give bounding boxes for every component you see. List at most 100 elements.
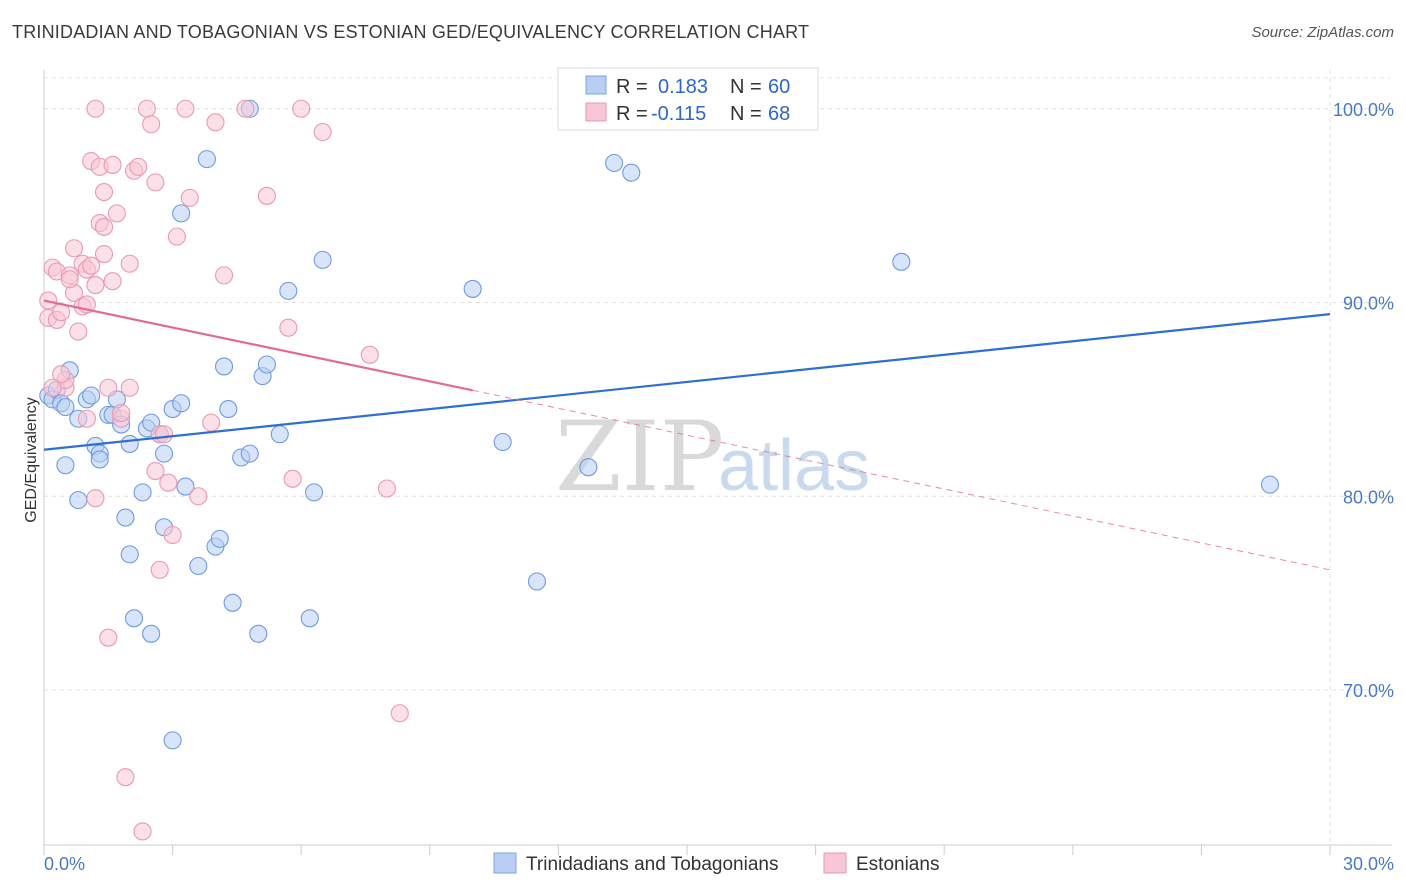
- y-tick-label: 100.0%: [1333, 100, 1394, 120]
- point-estonians: [99, 628, 118, 647]
- point-estonians: [360, 345, 379, 364]
- stats-legend: R = 0.183 N = 60 R = -0.115 N = 68: [557, 67, 819, 131]
- point-trinidadians: [300, 609, 319, 628]
- point-trinidadians: [240, 444, 259, 463]
- legend-n-label-2: N =: [730, 103, 762, 125]
- point-estonians: [137, 99, 156, 118]
- axes: [43, 70, 1392, 855]
- legend-r-value-1: 0.183: [658, 76, 708, 98]
- point-estonians: [142, 115, 161, 134]
- x-tick-label-min: 0.0%: [44, 854, 85, 874]
- point-trinidadians: [210, 529, 229, 548]
- point-trinidadians: [120, 434, 139, 453]
- point-trinidadians: [527, 572, 547, 591]
- point-trinidadians: [622, 163, 641, 182]
- trend-lines: [43, 299, 1331, 571]
- legend-r-label-1: R =: [616, 76, 648, 98]
- point-estonians: [52, 365, 71, 384]
- point-estonians: [202, 413, 221, 432]
- series-estonians-points: [39, 99, 409, 841]
- point-estonians: [112, 403, 131, 422]
- point-estonians: [180, 188, 199, 207]
- point-trinidadians: [120, 545, 139, 564]
- point-estonians: [103, 272, 122, 291]
- legend-swatch-trinidadians: [585, 75, 607, 95]
- point-trinidadians: [605, 153, 624, 173]
- point-trinidadians: [257, 355, 276, 374]
- point-trinidadians: [172, 394, 191, 413]
- point-trinidadians: [1260, 475, 1280, 494]
- point-trinidadians: [56, 398, 75, 417]
- point-trinidadians: [124, 609, 144, 628]
- legend-n-value-1: 60: [768, 76, 790, 98]
- point-estonians: [189, 487, 208, 506]
- point-estonians: [150, 560, 169, 579]
- point-trinidadians: [313, 250, 332, 269]
- y-tick-label: 80.0%: [1343, 487, 1394, 507]
- point-estonians: [69, 322, 88, 341]
- point-estonians: [163, 525, 182, 545]
- legend-r-label-2: R =: [616, 103, 648, 125]
- y-tick-labels: 70.0% 80.0% 90.0% 100.0%: [1333, 100, 1394, 701]
- point-estonians: [86, 489, 105, 508]
- legend-r-value-2: -0.115: [651, 103, 706, 125]
- point-estonians: [283, 469, 302, 488]
- y-tick-label: 70.0%: [1343, 681, 1394, 701]
- point-trinidadians: [154, 444, 174, 463]
- trend-line-estonians-dashed: [472, 389, 1331, 571]
- point-trinidadians: [176, 477, 195, 496]
- bottom-legend-label-trinidadians: Trinidadians and Tobagonians: [526, 854, 778, 875]
- point-estonians: [43, 378, 62, 397]
- point-estonians: [120, 254, 139, 273]
- point-estonians: [99, 378, 118, 397]
- trend-line-estonians-solid: [43, 299, 473, 392]
- point-trinidadians: [82, 386, 101, 405]
- point-estonians: [377, 479, 396, 498]
- point-estonians: [64, 239, 84, 258]
- point-trinidadians: [133, 483, 152, 502]
- legend-n-value-2: 68: [768, 103, 790, 125]
- point-estonians: [94, 217, 114, 236]
- bottom-legend-label-estonians: Estonians: [856, 854, 939, 875]
- legend-n-label-1: N =: [730, 76, 762, 98]
- point-trinidadians: [214, 357, 234, 376]
- point-estonians: [133, 822, 152, 841]
- point-trinidadians: [223, 593, 242, 612]
- point-trinidadians: [270, 425, 289, 444]
- x-tick-label-max: 30.0%: [1343, 854, 1394, 874]
- watermark-zip: ZIP: [555, 401, 724, 513]
- series-legend: Trinidadians and Tobagonians Estonians: [493, 852, 939, 875]
- source-credit: Source: ZipAtlas.com: [1251, 24, 1394, 41]
- point-estonians: [390, 704, 409, 723]
- point-estonians: [86, 276, 105, 295]
- point-trinidadians: [163, 731, 182, 750]
- point-trinidadians: [90, 450, 109, 469]
- point-trinidadians: [463, 279, 482, 298]
- point-trinidadians: [892, 252, 911, 271]
- point-estonians: [159, 473, 178, 492]
- point-estonians: [292, 99, 311, 118]
- point-trinidadians: [142, 624, 161, 643]
- point-trinidadians: [197, 150, 216, 169]
- point-estonians: [94, 183, 114, 202]
- point-trinidadians: [249, 624, 268, 643]
- point-trinidadians: [189, 556, 208, 576]
- point-trinidadians: [305, 483, 324, 502]
- point-estonians: [236, 99, 255, 118]
- legend-swatch-estonians: [585, 102, 607, 122]
- point-estonians: [82, 256, 101, 275]
- point-trinidadians: [579, 458, 598, 477]
- point-trinidadians: [219, 400, 238, 419]
- point-trinidadians: [172, 204, 191, 223]
- bottom-legend-swatch-estonians: [823, 852, 847, 874]
- point-estonians: [214, 266, 234, 285]
- point-estonians: [146, 173, 165, 192]
- point-trinidadians: [493, 432, 512, 452]
- point-estonians: [313, 122, 332, 142]
- point-trinidadians: [69, 491, 88, 510]
- point-estonians: [116, 768, 135, 787]
- chart-title: TRINIDADIAN AND TOBAGONIAN VS ESTONIAN G…: [12, 22, 810, 42]
- grid-lines: [44, 70, 1390, 845]
- bottom-legend-swatch-trinidadians: [493, 852, 517, 874]
